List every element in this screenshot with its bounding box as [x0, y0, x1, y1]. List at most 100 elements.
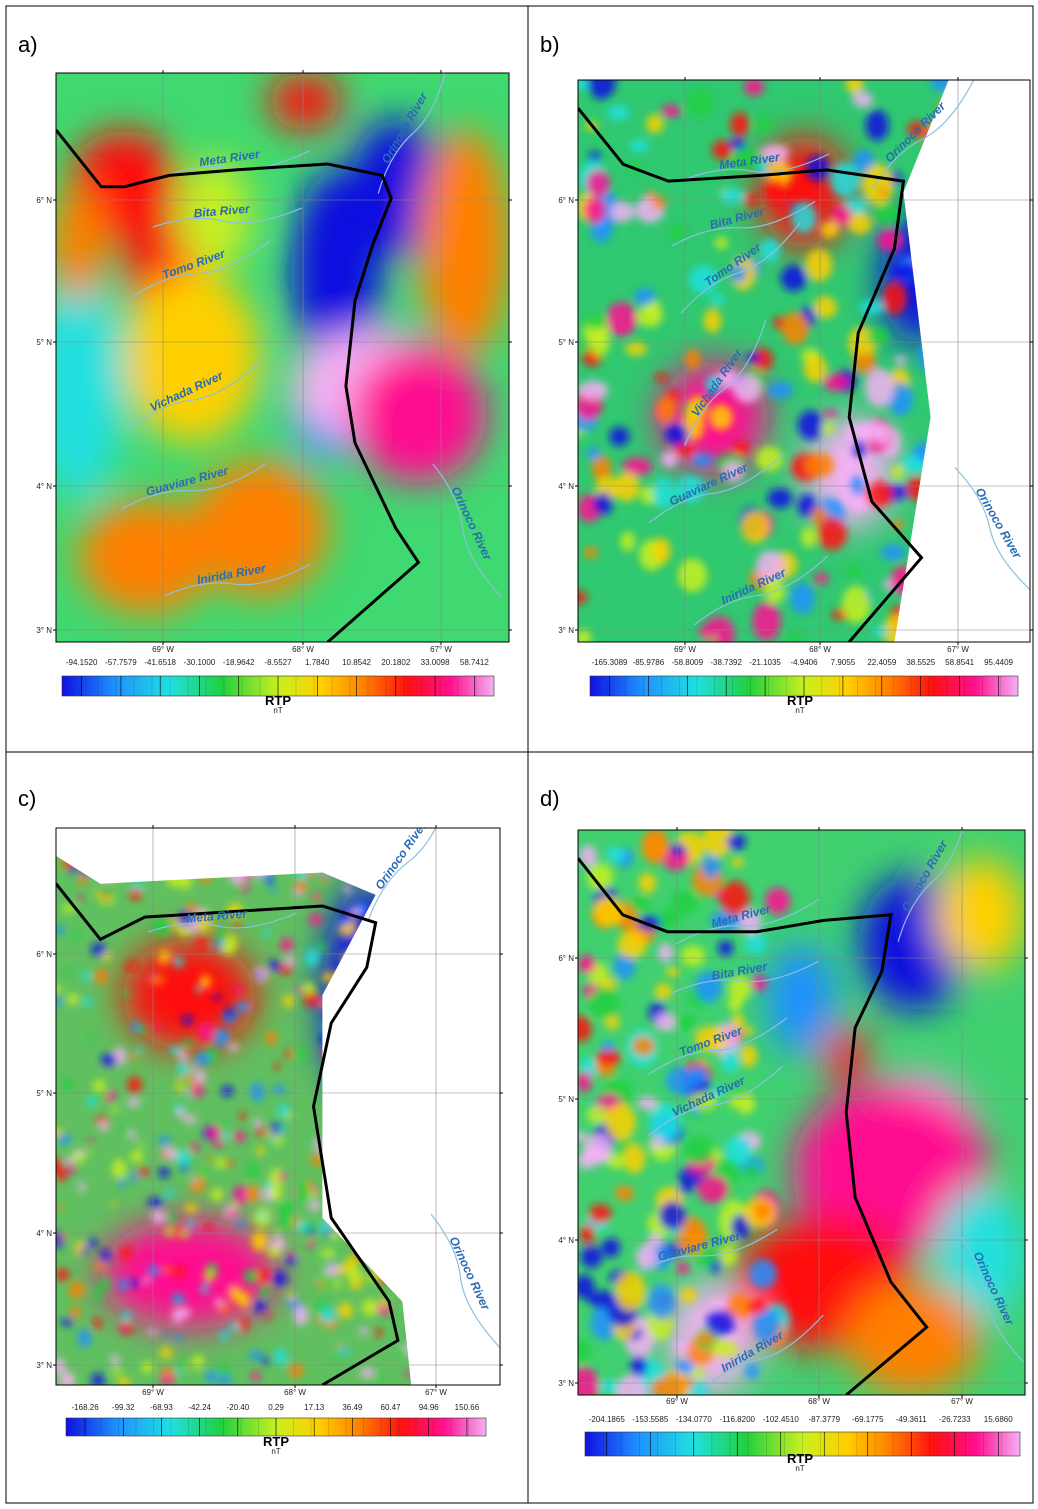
colorbar-tick-label: -165.3089	[591, 658, 628, 667]
texture-blob	[121, 1125, 129, 1136]
texture-blob	[830, 162, 860, 197]
texture-blob	[882, 281, 906, 314]
texture-blob	[742, 1026, 754, 1035]
texture-blob	[728, 996, 742, 1012]
texture-blob	[200, 975, 211, 988]
texture-blob	[609, 427, 629, 446]
texture-blob	[303, 993, 318, 1007]
anomaly	[33, 272, 124, 500]
texture-blob	[129, 1130, 136, 1139]
texture-blob	[655, 373, 669, 382]
colorbar-tick-label: -153.5585	[632, 1415, 669, 1424]
lat-label: 4° N	[36, 482, 52, 491]
texture-blob	[865, 368, 894, 407]
texture-blob	[179, 1080, 193, 1090]
texture-blob	[225, 1007, 234, 1020]
texture-blob	[867, 327, 889, 346]
texture-blob	[196, 1169, 209, 1178]
texture-blob	[279, 1215, 293, 1229]
anomaly	[350, 346, 486, 483]
colorbar-tick-label: -87.3779	[808, 1415, 840, 1424]
lat-label: 5° N	[558, 1095, 574, 1104]
texture-blob	[584, 547, 598, 558]
texture-blob	[100, 1249, 110, 1263]
anomaly	[766, 943, 838, 1056]
texture-blob	[744, 1163, 760, 1179]
texture-blob	[206, 1156, 213, 1161]
texture-blob	[201, 1284, 209, 1294]
texture-blob	[278, 1126, 286, 1133]
texture-blob	[749, 1259, 777, 1288]
colorbar-tick-label: 94.96	[419, 1403, 440, 1412]
colorbar-tick-label: -94.1520	[66, 658, 98, 667]
colorbar-tick-label: 20.1802	[381, 658, 410, 667]
texture-blob	[790, 583, 815, 615]
panel-label: a)	[18, 32, 38, 57]
lat-label: 6° N	[36, 950, 52, 959]
colorbar-tick-label: -26.7233	[939, 1415, 971, 1424]
colorbar-tick-label: 33.0098	[421, 658, 450, 667]
texture-blob	[205, 1371, 217, 1383]
lat-label: 5° N	[558, 338, 574, 347]
colorbar-tick-label: 22.4059	[867, 658, 896, 667]
texture-blob	[764, 179, 788, 205]
texture-blob	[75, 1149, 84, 1155]
figure: a)Meta RiverBita RiverTomo RiverVichada …	[0, 0, 1038, 1509]
texture-blob	[685, 349, 701, 368]
texture-blob	[67, 1163, 76, 1174]
texture-blob	[697, 1333, 715, 1344]
texture-blob	[865, 110, 888, 141]
texture-blob	[578, 381, 609, 400]
texture-blob	[77, 895, 83, 901]
texture-blob	[250, 1083, 264, 1102]
lon-label: 67° W	[951, 1397, 973, 1406]
texture-blob	[147, 1266, 159, 1277]
texture-blob	[309, 1200, 320, 1211]
texture-blob	[221, 941, 237, 955]
texture-blob	[94, 889, 100, 896]
lat-label: 6° N	[558, 954, 574, 963]
texture-blob	[165, 1227, 174, 1237]
colorbar-tick-label: -68.93	[150, 1403, 173, 1412]
texture-blob	[715, 237, 728, 249]
texture-blob	[313, 893, 319, 900]
texture-blob	[287, 1293, 295, 1300]
texture-blob	[284, 1256, 299, 1265]
texture-blob	[219, 1374, 231, 1386]
texture-blob	[62, 1079, 73, 1091]
texture-blob	[158, 1136, 171, 1145]
texture-blob	[359, 1327, 368, 1335]
texture-blob	[615, 1185, 634, 1200]
texture-blob	[78, 874, 87, 885]
texture-blob	[280, 938, 293, 952]
texture-blob	[150, 976, 165, 985]
texture-blob	[573, 1132, 587, 1142]
texture-blob	[173, 1228, 182, 1237]
texture-blob	[268, 960, 281, 971]
texture-blob	[587, 62, 616, 99]
texture-blob	[360, 1367, 374, 1378]
texture-blob	[204, 1270, 214, 1283]
texture-blob	[277, 1173, 288, 1181]
texture-blob	[254, 1118, 262, 1128]
texture-blob	[190, 1176, 197, 1182]
texture-blob	[681, 945, 705, 966]
anomaly	[51, 187, 105, 301]
texture-blob	[51, 1358, 65, 1374]
texture-blob	[113, 1367, 121, 1375]
texture-blob	[198, 1021, 213, 1041]
texture-blob	[94, 969, 107, 984]
texture-blob	[638, 1096, 658, 1110]
texture-blob	[87, 1034, 94, 1042]
texture-blob	[256, 1146, 264, 1155]
texture-blob	[610, 202, 635, 222]
texture-blob	[606, 302, 637, 337]
texture-blob	[268, 1246, 281, 1258]
panel-label: b)	[540, 32, 560, 57]
texture-blob	[235, 1002, 250, 1012]
texture-blob	[160, 1152, 169, 1159]
texture-blob	[195, 1053, 210, 1066]
texture-blob	[744, 193, 758, 206]
texture-blob	[214, 944, 220, 948]
